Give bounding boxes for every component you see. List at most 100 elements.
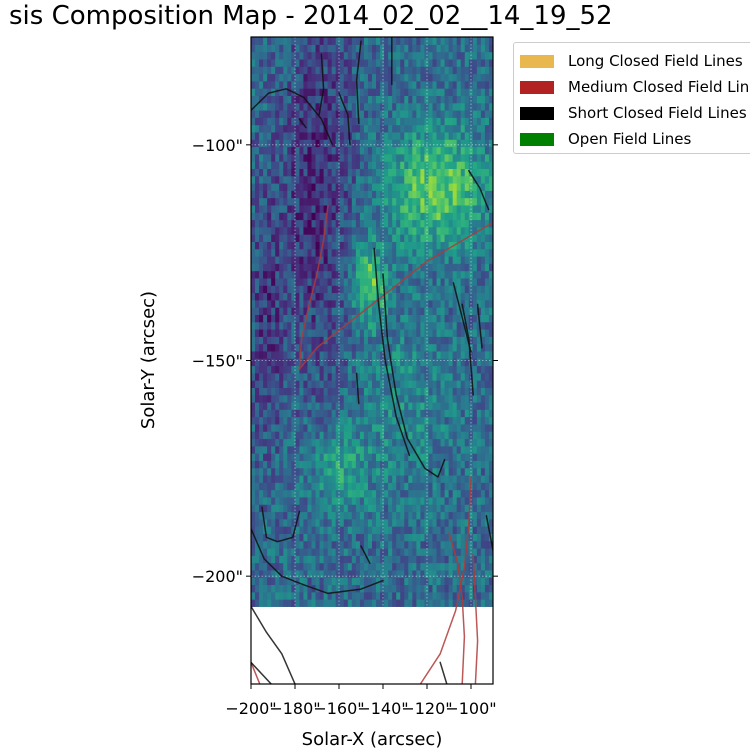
heatmap-cell	[412, 124, 417, 133]
heatmap-cell	[460, 95, 466, 104]
heatmap-cell	[319, 212, 325, 221]
heatmap-cell	[472, 372, 478, 381]
heatmap-cell	[335, 117, 341, 126]
x-tick-label: −100"	[445, 699, 496, 718]
heatmap-cell	[400, 569, 405, 578]
heatmap-cell	[456, 511, 462, 520]
heatmap-cell	[367, 569, 373, 578]
heatmap-cell	[388, 526, 393, 534]
heatmap-cell	[416, 102, 421, 111]
heatmap-cell	[444, 394, 450, 403]
heatmap-cell	[267, 182, 272, 191]
heatmap-cell	[271, 131, 276, 140]
heatmap-cell	[263, 533, 268, 542]
heatmap-cell	[424, 584, 430, 593]
heatmap-cell	[359, 489, 365, 498]
heatmap-cell	[303, 343, 309, 352]
heatmap-cell	[428, 336, 434, 345]
heatmap-cell	[380, 380, 385, 388]
heatmap-cell	[396, 234, 401, 242]
heatmap-cell	[384, 533, 389, 542]
heatmap-cell	[400, 190, 405, 199]
heatmap-cell	[480, 219, 486, 228]
heatmap-cell	[456, 577, 462, 586]
heatmap-cell	[436, 591, 442, 600]
heatmap-cell	[444, 175, 450, 184]
heatmap-cell	[275, 460, 280, 469]
heatmap-cell	[484, 44, 490, 53]
heatmap-cell	[380, 307, 385, 315]
heatmap-cell	[380, 401, 385, 410]
heatmap-cell	[343, 182, 349, 191]
heatmap-cell	[440, 109, 446, 118]
heatmap-cell	[315, 190, 321, 199]
heatmap-cell	[420, 526, 426, 534]
heatmap-cell	[279, 263, 284, 272]
heatmap-cell	[351, 161, 357, 169]
heatmap-cell	[311, 489, 317, 498]
heatmap-cell	[388, 80, 393, 89]
heatmap-cell	[384, 102, 389, 111]
heatmap-cell	[428, 80, 434, 89]
heatmap-cell	[420, 577, 426, 586]
heatmap-cell	[456, 394, 462, 403]
heatmap-cell	[412, 431, 417, 440]
heatmap-cell	[380, 58, 385, 67]
heatmap-cell	[275, 584, 280, 593]
heatmap-cell	[299, 204, 305, 213]
heatmap-cell	[376, 504, 381, 513]
heatmap-cell	[303, 131, 309, 140]
heatmap-cell	[396, 584, 401, 593]
heatmap-cell	[400, 504, 405, 513]
heatmap-cell	[460, 109, 466, 118]
heatmap-cell	[412, 584, 417, 593]
heatmap-cell	[388, 416, 393, 425]
heatmap-cell	[384, 380, 389, 388]
heatmap-cell	[448, 277, 454, 286]
heatmap-cell	[327, 431, 333, 440]
heatmap-cell	[251, 182, 256, 191]
heatmap-cell	[251, 146, 256, 155]
heatmap-cell	[367, 182, 373, 191]
heatmap-cell	[400, 66, 405, 75]
heatmap-cell	[456, 518, 462, 527]
heatmap-cell	[319, 153, 325, 162]
heatmap-cell	[392, 263, 397, 272]
heatmap-cell	[412, 569, 417, 578]
heatmap-cell	[468, 66, 474, 75]
heatmap-cell	[432, 394, 438, 403]
heatmap-cell	[267, 599, 272, 607]
heatmap-cell	[384, 88, 389, 96]
heatmap-cell	[408, 117, 413, 126]
heatmap-cell	[472, 270, 478, 279]
heatmap-cell	[428, 292, 434, 301]
heatmap-cell	[347, 219, 353, 228]
heatmap-cell	[267, 474, 272, 483]
heatmap-cell	[319, 577, 325, 586]
heatmap-cell	[460, 591, 466, 600]
heatmap-cell	[484, 599, 490, 607]
heatmap-cell	[464, 599, 470, 607]
heatmap-cell	[432, 584, 438, 593]
heatmap-cell	[388, 365, 393, 374]
heatmap-cell	[367, 204, 373, 213]
heatmap-cell	[404, 117, 409, 126]
heatmap-cell	[259, 292, 264, 301]
heatmap-cell	[456, 255, 462, 264]
heatmap-cell	[347, 204, 353, 213]
heatmap-cell	[271, 58, 276, 67]
heatmap-cell	[307, 518, 313, 527]
heatmap-cell	[259, 153, 264, 162]
heatmap-cell	[347, 467, 353, 476]
heatmap-cell	[456, 482, 462, 491]
heatmap-cell	[339, 66, 345, 75]
heatmap-cell	[404, 131, 409, 140]
heatmap-cell	[251, 489, 256, 498]
heatmap-cell	[259, 555, 264, 564]
heatmap-cell	[404, 58, 409, 67]
heatmap-cell	[396, 263, 401, 272]
heatmap-cell	[327, 212, 333, 221]
heatmap-cell	[255, 409, 260, 418]
heatmap-cell	[416, 190, 421, 199]
heatmap-cell	[323, 88, 329, 96]
